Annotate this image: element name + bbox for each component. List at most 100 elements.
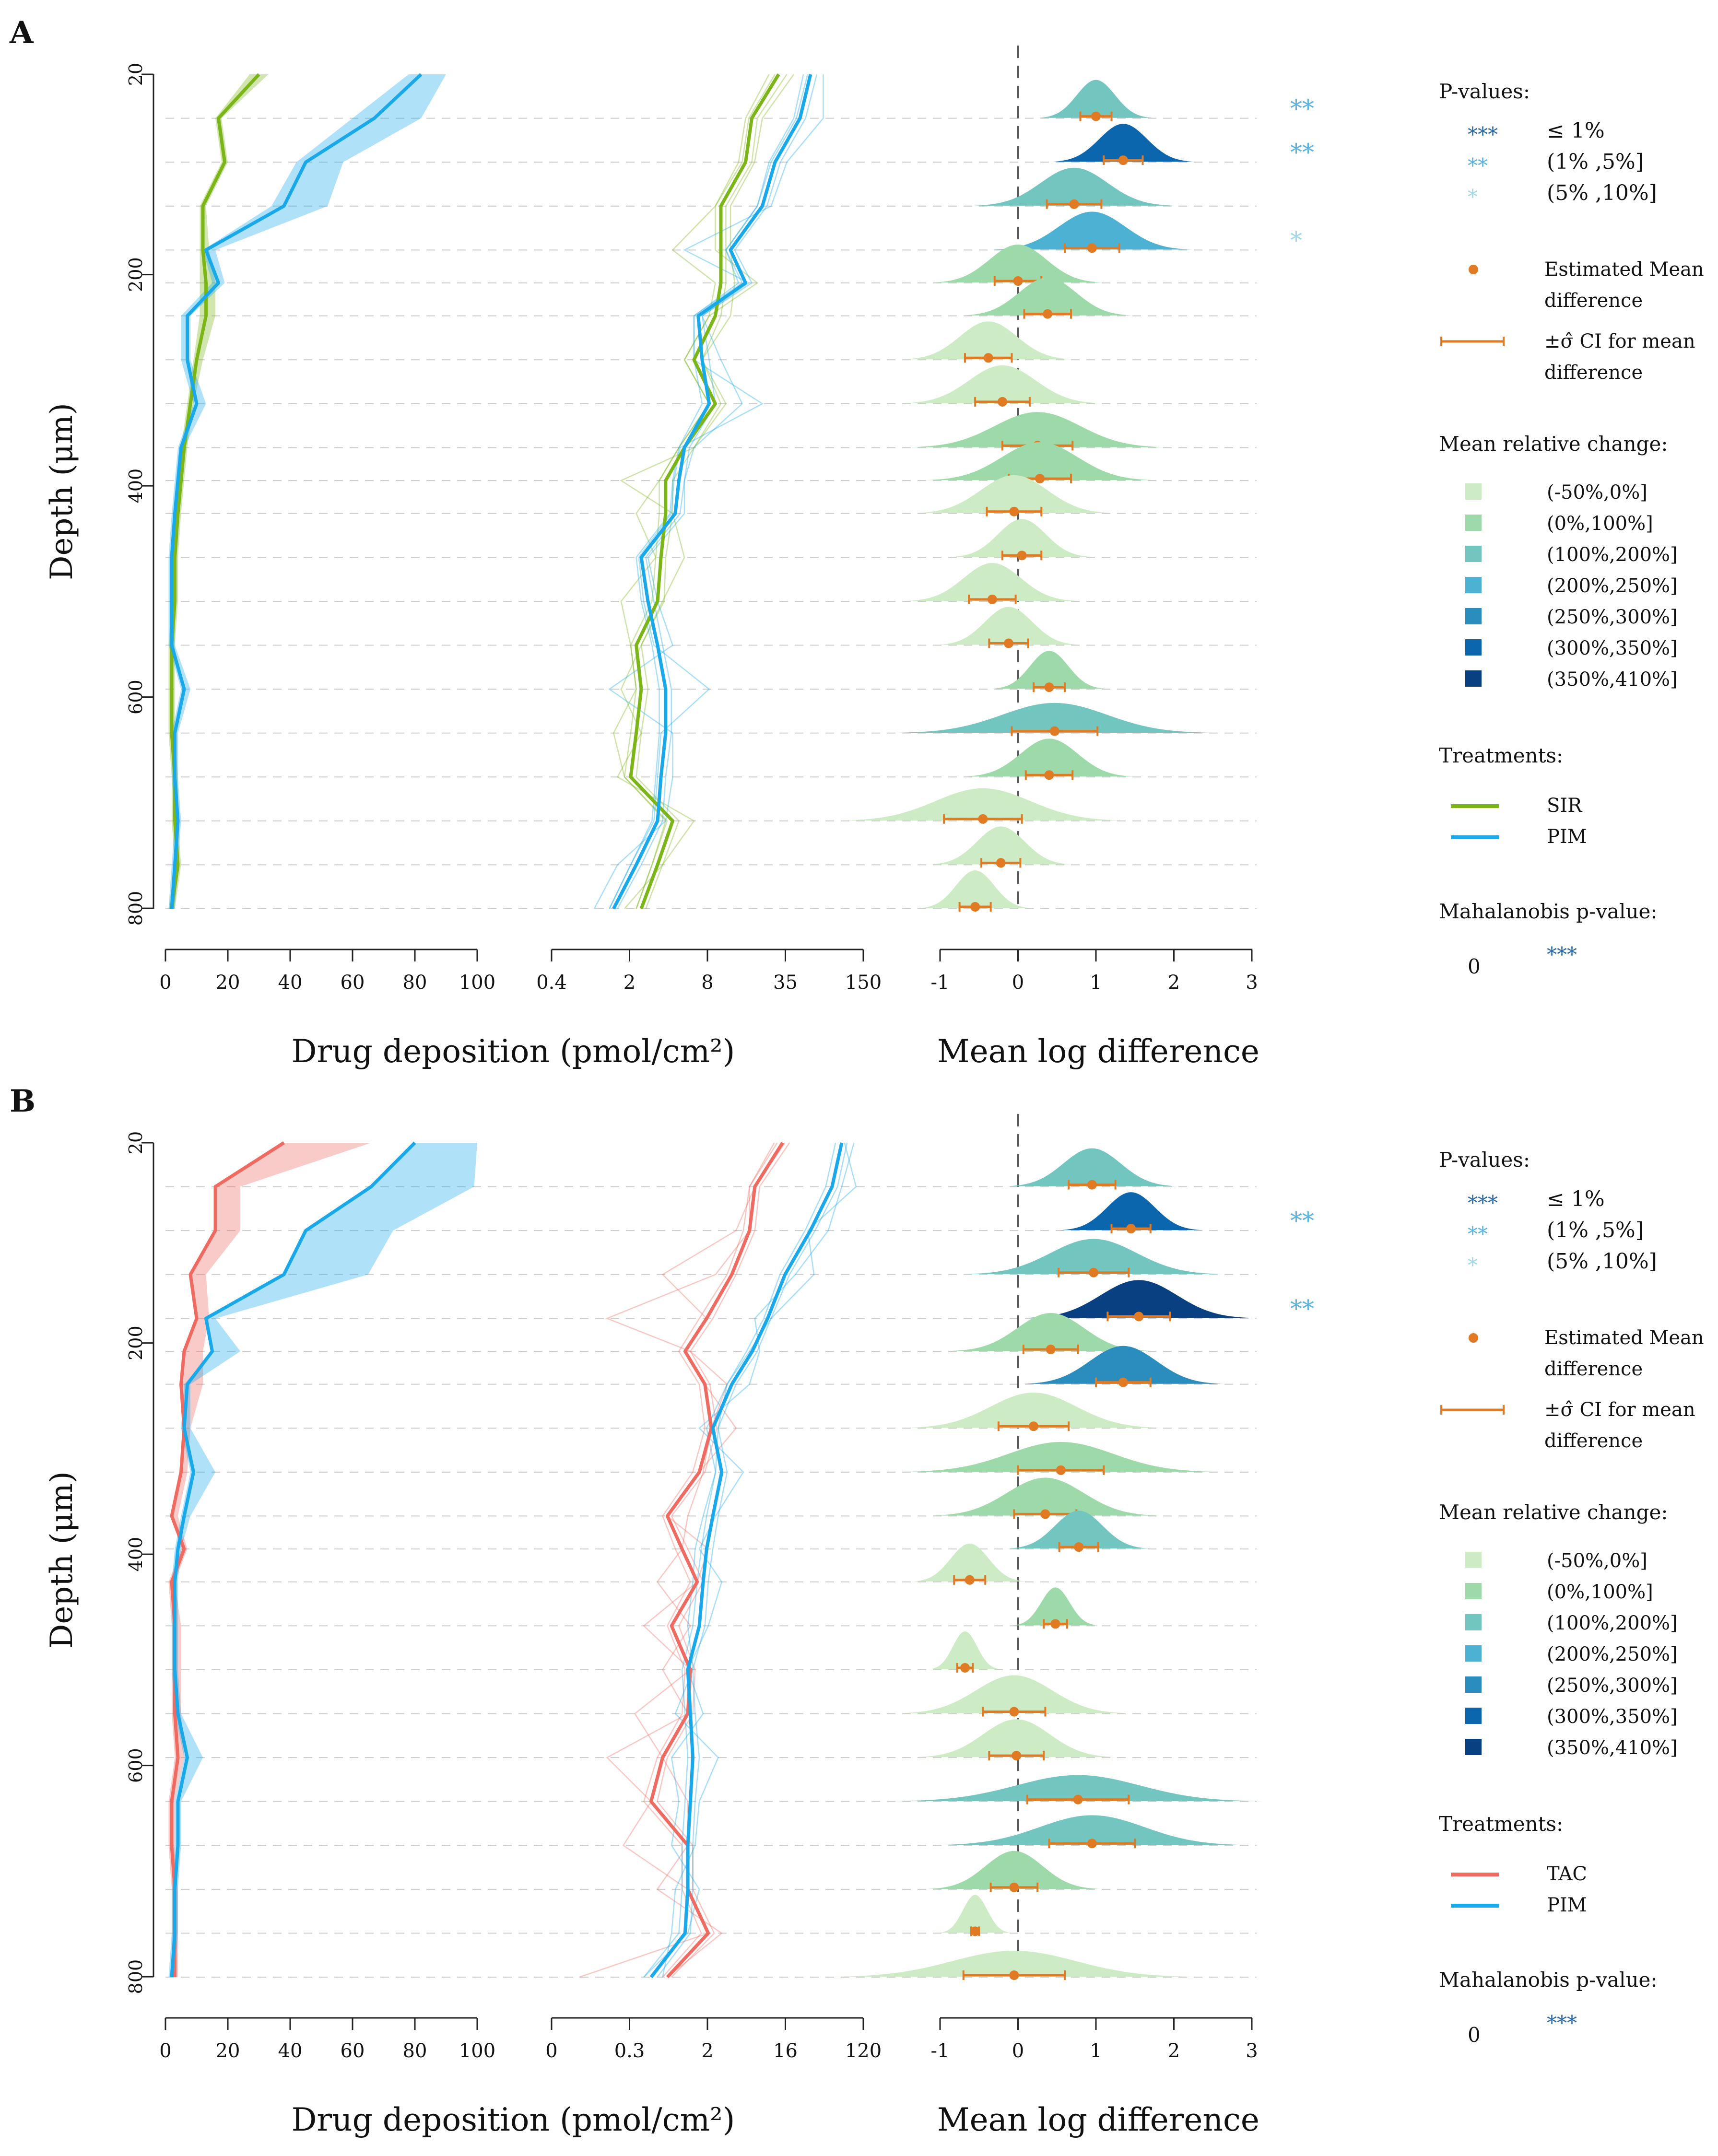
density-curve: [905, 1393, 1163, 1428]
log-mean-line-pim: [612, 74, 812, 910]
log-x-tick-label: 120: [845, 2040, 882, 2062]
mrc-label: (300%,350%]: [1547, 1706, 1678, 1728]
replicate-line-tac: [657, 1142, 790, 1978]
density-curve: [992, 211, 1192, 250]
replicate-line-sir: [624, 74, 770, 909]
treatments-title: Treatments:: [1439, 744, 1563, 767]
density-curve: [974, 167, 1175, 206]
estimated-mean-point: [1009, 506, 1019, 516]
mrc-swatch: [1465, 608, 1482, 624]
linear-x-tick-label: 20: [216, 2040, 240, 2062]
panel-letter: B: [10, 1083, 35, 1119]
density-curve: [962, 277, 1133, 316]
significance-stars: **: [1290, 1207, 1314, 1235]
log-x-tick-label: 2: [624, 972, 635, 994]
estimated-mean-point: [970, 902, 980, 912]
pvalue-stars: ***: [1468, 1191, 1498, 1215]
pvalue-stars: *: [1468, 185, 1478, 209]
mean-log-difference-plot: *****-1 0 1 2 3: [840, 46, 1314, 994]
log-x-tick-label: 2: [701, 2040, 713, 2062]
estimated-mean-point: [1126, 1224, 1136, 1234]
depth-axis-label: Depth (μm): [44, 403, 80, 580]
estimated-mean-point: [1044, 770, 1054, 780]
mean-line-tac: [170, 1141, 285, 1977]
log-mean-line-pim: [649, 1142, 844, 1979]
estimated-mean-point: [1009, 1882, 1019, 1892]
replicate-line-pim: [609, 74, 809, 909]
density-curve: [909, 412, 1166, 447]
density-curve: [1023, 1346, 1224, 1384]
pvalue-label: (1% ,5%]: [1547, 1218, 1644, 1242]
estimated-mean-label-2: difference: [1544, 1358, 1643, 1380]
estimated-mean-point: [1089, 1267, 1099, 1277]
estimated-mean-point: [987, 594, 997, 604]
mld-x-tick-label: 2: [1168, 2040, 1180, 2062]
linear-x-tick-label: 0: [159, 972, 171, 994]
depth-axis: 20 200 400 600 800 Depth (μm): [44, 63, 154, 926]
depth-tick-label: 600: [125, 680, 146, 715]
ci-label: ±σ̂ CI for mean: [1544, 1399, 1695, 1421]
estimated-mean-legend-point: [1469, 265, 1478, 274]
ci-label-2: difference: [1544, 362, 1643, 384]
log-mean-line-sir: [629, 73, 780, 910]
significance-stars: **: [1290, 95, 1314, 123]
density-curve: [892, 1775, 1264, 1802]
estimated-mean-point: [1009, 1970, 1019, 1980]
mrc-title: Mean relative change:: [1439, 1500, 1668, 1524]
replicate-line-sir: [635, 74, 788, 909]
density-curve: [897, 703, 1212, 733]
depth-tick-label: 200: [125, 257, 146, 292]
treatment-label: PIM: [1547, 826, 1587, 848]
mrc-swatch: [1465, 515, 1482, 531]
mrc-label: (-50%,0%]: [1547, 1550, 1647, 1572]
legend: P-values: *** ≤ 1% ** (1% ,5%] * (5% ,10%] Esti…: [1439, 80, 1704, 978]
density-curve: [1006, 1148, 1178, 1186]
mld-x-tick-label: 2: [1168, 972, 1180, 994]
replicate-line-pim: [617, 74, 818, 909]
band-sir: [168, 74, 269, 909]
log-x-tick-label: 0: [545, 2040, 557, 2062]
mrc-swatch: [1465, 1614, 1482, 1630]
estimated-mean-point: [1044, 682, 1054, 692]
depth-tick-label: 800: [125, 891, 146, 926]
mrc-label: (0%,100%]: [1547, 1581, 1653, 1603]
estimated-mean-point: [1049, 726, 1059, 736]
treatment-label: TAC: [1547, 1863, 1587, 1885]
density-curve: [914, 475, 1114, 513]
replicate-line-pim: [662, 1142, 857, 1978]
treatment-label: PIM: [1547, 1894, 1587, 1916]
replicate-line-pim: [657, 1142, 848, 1978]
mrc-label: (250%,300%]: [1547, 1675, 1678, 1697]
estimated-mean-point: [1091, 111, 1101, 121]
density-curve: [965, 1239, 1223, 1274]
treatments-title: Treatments:: [1439, 1812, 1563, 1836]
log-x-tick-label: 0.4: [536, 972, 567, 994]
mrc-label: (300%,350%]: [1547, 637, 1678, 659]
mld-x-tick-label: 3: [1246, 2040, 1258, 2062]
density-curve: [937, 607, 1080, 645]
band-pim: [168, 74, 446, 909]
density-curve: [900, 1675, 1129, 1713]
density-curve: [950, 519, 1094, 557]
pvalue-stars: *: [1468, 1254, 1478, 1277]
log-x-tick-label: 150: [845, 972, 882, 994]
density-curve: [916, 1719, 1117, 1758]
density-curve: [935, 1815, 1249, 1845]
mrc-label: (350%,410%]: [1547, 1737, 1678, 1759]
estimated-mean-point: [1050, 1619, 1060, 1629]
replicate-line-pim: [609, 74, 804, 909]
pvalues-title: P-values:: [1439, 1148, 1530, 1172]
legend: P-values: *** ≤ 1% ** (1% ,5%] * (5% ,10%] Esti…: [1439, 1148, 1704, 2047]
mld-x-tick-label: -1: [931, 972, 950, 994]
linear-x-tick-label: 40: [278, 2040, 303, 2062]
replicate-line-sir: [616, 74, 795, 909]
mean-line-sir: [170, 73, 260, 909]
estimated-mean-point: [1118, 155, 1128, 165]
mrc-label: (200%,250%]: [1547, 575, 1678, 597]
mrc-label: (-50%,0%]: [1547, 481, 1647, 504]
mahalanobis-title: Mahalanobis p-value:: [1439, 900, 1658, 923]
density-curve: [951, 1313, 1151, 1351]
pvalue-label: (5% ,10%]: [1547, 181, 1657, 205]
linear-x-tick-label: 80: [403, 2040, 427, 2062]
